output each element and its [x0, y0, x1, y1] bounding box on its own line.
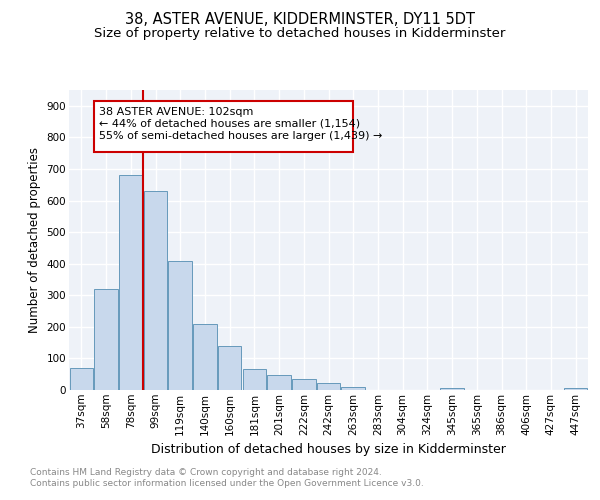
Bar	[144, 191, 167, 390]
Bar	[169, 260, 192, 390]
Bar	[94, 289, 118, 390]
Text: Size of property relative to detached houses in Kidderminster: Size of property relative to detached ho…	[94, 28, 506, 40]
Bar	[70, 368, 93, 390]
Bar	[119, 176, 143, 390]
Text: 38 ASTER AVENUE: 102sqm
← 44% of detached houses are smaller (1,154)
55% of semi: 38 ASTER AVENUE: 102sqm ← 44% of detache…	[98, 108, 382, 140]
Y-axis label: Number of detached properties: Number of detached properties	[28, 147, 41, 333]
Bar	[317, 383, 340, 390]
Bar	[341, 387, 365, 390]
FancyBboxPatch shape	[94, 101, 353, 152]
Text: 38, ASTER AVENUE, KIDDERMINSTER, DY11 5DT: 38, ASTER AVENUE, KIDDERMINSTER, DY11 5D…	[125, 12, 475, 28]
Bar	[564, 388, 587, 390]
Bar	[242, 368, 266, 390]
Text: Contains HM Land Registry data © Crown copyright and database right 2024.
Contai: Contains HM Land Registry data © Crown c…	[30, 468, 424, 487]
Bar	[218, 346, 241, 390]
X-axis label: Distribution of detached houses by size in Kidderminster: Distribution of detached houses by size …	[151, 443, 506, 456]
Bar	[193, 324, 217, 390]
Bar	[268, 375, 291, 390]
Bar	[440, 388, 464, 390]
Bar	[292, 379, 316, 390]
